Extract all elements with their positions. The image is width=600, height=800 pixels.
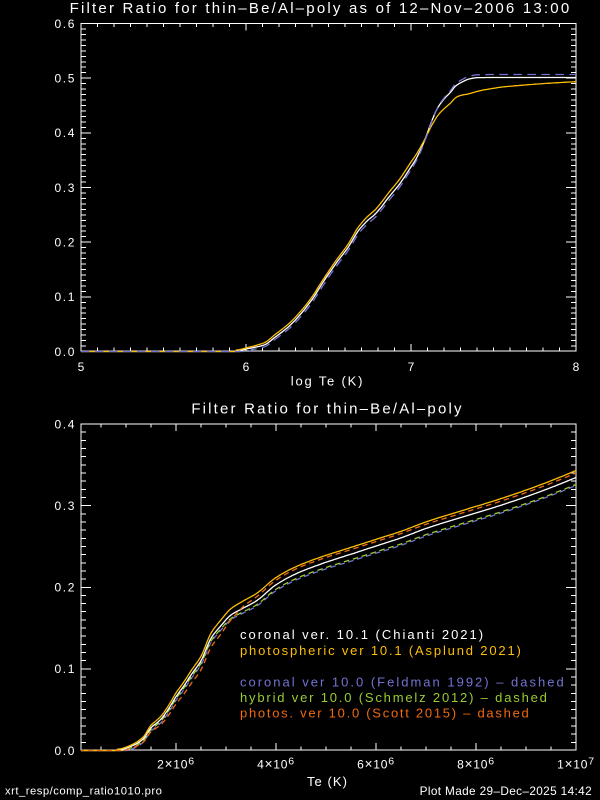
- svg-text:0.3: 0.3: [55, 499, 76, 513]
- svg-text:1×107: 1×107: [557, 756, 595, 772]
- svg-text:6: 6: [243, 360, 250, 374]
- svg-text:photospheric ver 10.1 (Asplund: photospheric ver 10.1 (Asplund 2021): [240, 643, 523, 658]
- svg-text:photos. ver 10.0 (Scott 2015): photos. ver 10.0 (Scott 2015) – dashed: [240, 706, 531, 721]
- svg-text:0.1: 0.1: [55, 290, 76, 304]
- svg-text:0.4: 0.4: [55, 126, 76, 140]
- svg-text:0.0: 0.0: [55, 744, 76, 758]
- svg-text:2×106: 2×106: [157, 756, 195, 772]
- svg-text:0.3: 0.3: [55, 181, 76, 195]
- svg-text:hybrid ver 10.0 (Schmelz 2012): hybrid ver 10.0 (Schmelz 2012) – dashed: [240, 690, 549, 705]
- svg-text:coronal ver 10.0 (Feldman 1992: coronal ver 10.0 (Feldman 1992) – dashed: [240, 675, 566, 690]
- svg-text:8×106: 8×106: [457, 756, 495, 772]
- svg-text:coronal ver. 10.1 (Chianti 202: coronal ver. 10.1 (Chianti 2021): [240, 627, 485, 642]
- svg-text:0.5: 0.5: [55, 72, 76, 86]
- svg-text:0.4: 0.4: [55, 417, 76, 431]
- svg-text:Plot Made 29–Dec–2025 14:42: Plot Made 29–Dec–2025 14:42: [420, 784, 592, 798]
- svg-text:6×106: 6×106: [357, 756, 395, 772]
- svg-text:8: 8: [573, 360, 580, 374]
- svg-text:4×106: 4×106: [257, 756, 295, 772]
- svg-text:Filter Ratio for thin–Be/Al–po: Filter Ratio for thin–Be/Al–poly as of 1…: [70, 0, 572, 17]
- svg-text:Filter Ratio for thin–Be/Al–po: Filter Ratio for thin–Be/Al–poly: [191, 401, 463, 418]
- svg-text:0.0: 0.0: [55, 345, 76, 359]
- svg-text:0.6: 0.6: [55, 17, 76, 31]
- svg-text:7: 7: [408, 360, 415, 374]
- svg-text:log Te (K): log Te (K): [291, 374, 364, 389]
- svg-text:xrt_resp/comp_ratio1010.pro: xrt_resp/comp_ratio1010.pro: [5, 786, 162, 798]
- svg-text:0.2: 0.2: [55, 581, 76, 595]
- svg-text:5: 5: [78, 360, 85, 374]
- svg-text:0.1: 0.1: [55, 662, 76, 676]
- svg-text:0.2: 0.2: [55, 236, 76, 250]
- svg-text:Te (K): Te (K): [307, 774, 348, 789]
